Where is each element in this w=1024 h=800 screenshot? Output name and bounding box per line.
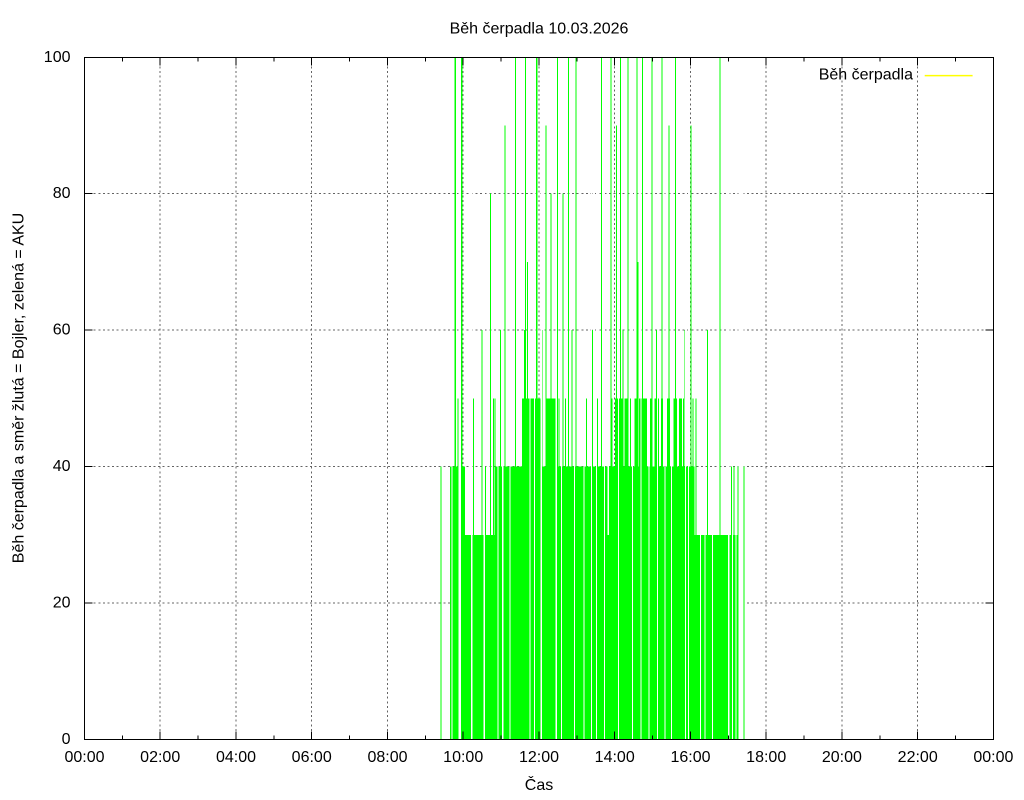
svg-text:16:00: 16:00: [670, 749, 710, 766]
svg-text:80: 80: [53, 185, 71, 202]
svg-text:40: 40: [53, 458, 71, 475]
svg-text:02:00: 02:00: [140, 749, 180, 766]
svg-text:Běh čerpadla: Běh čerpadla: [819, 67, 913, 84]
svg-text:60: 60: [53, 322, 71, 339]
svg-text:12:00: 12:00: [519, 749, 559, 766]
svg-text:20: 20: [53, 595, 71, 612]
svg-text:Běh čerpadla 10.03.2026: Běh čerpadla 10.03.2026: [450, 21, 629, 38]
svg-text:04:00: 04:00: [216, 749, 256, 766]
svg-text:100: 100: [44, 49, 71, 66]
svg-text:06:00: 06:00: [292, 749, 332, 766]
svg-text:Běh čerpadla a směr žlutá = Bo: Běh čerpadla a směr žlutá = Bojler, zele…: [11, 213, 28, 563]
svg-text:08:00: 08:00: [367, 749, 407, 766]
svg-text:18:00: 18:00: [746, 749, 786, 766]
svg-text:00:00: 00:00: [973, 749, 1013, 766]
svg-text:22:00: 22:00: [898, 749, 938, 766]
svg-text:00:00: 00:00: [64, 749, 104, 766]
svg-text:14:00: 14:00: [595, 749, 635, 766]
svg-text:20:00: 20:00: [822, 749, 862, 766]
svg-text:10:00: 10:00: [443, 749, 483, 766]
svg-text:Čas: Čas: [525, 775, 553, 794]
svg-text:0: 0: [62, 731, 71, 748]
